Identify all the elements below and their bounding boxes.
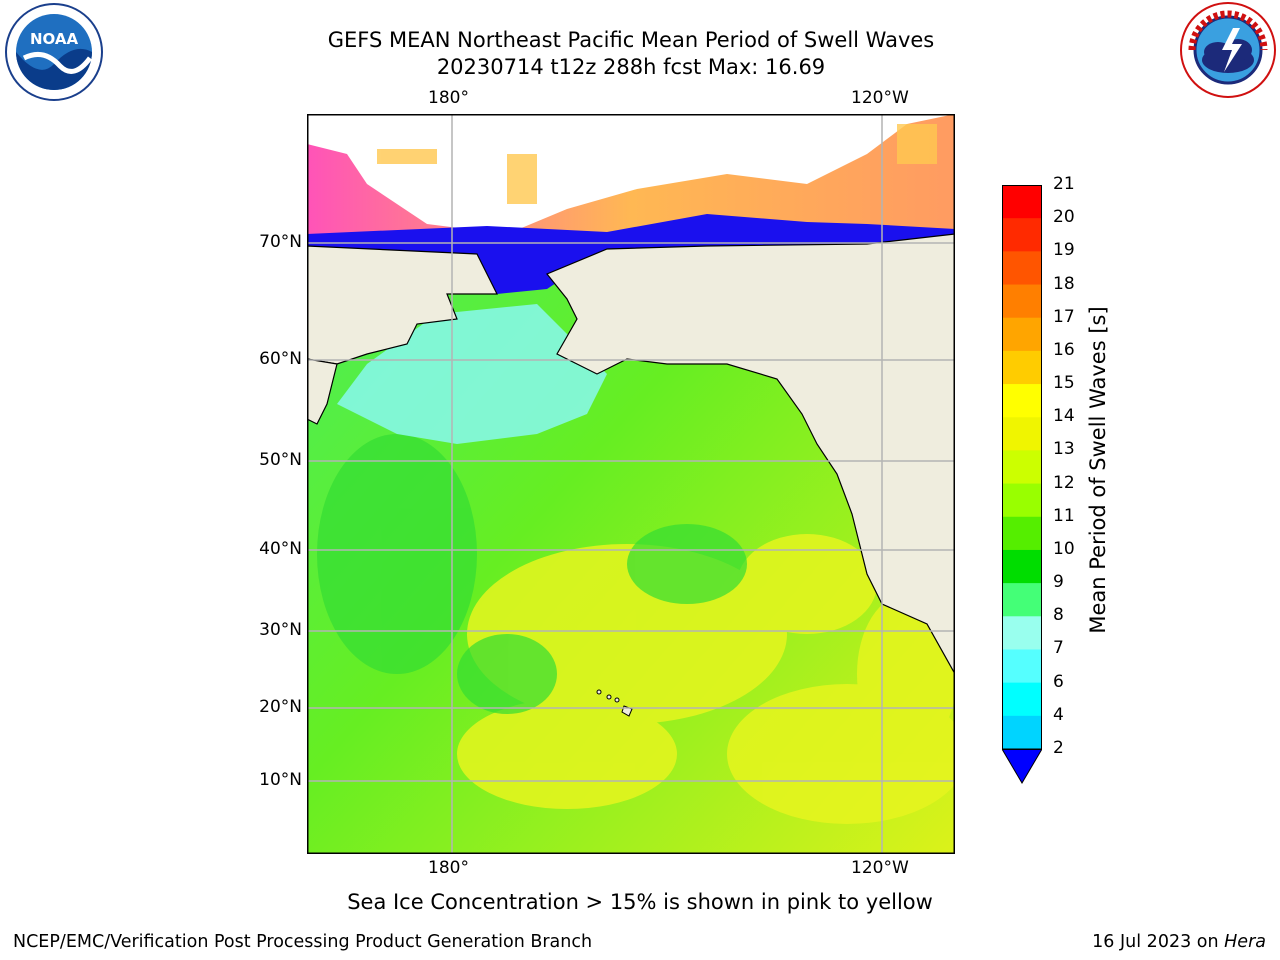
colorbar-band	[1002, 616, 1042, 650]
colorbar-label: Mean Period of Swell Waves [s]	[1086, 306, 1110, 634]
colorbar-band	[1002, 516, 1042, 551]
sea-ice-patches	[377, 124, 937, 204]
colorbar-band	[1002, 251, 1042, 286]
colorbar-tick-label: 15	[1053, 373, 1075, 394]
colorbar-tick-label: 16	[1053, 339, 1075, 360]
colorbar-tick-label: 4	[1053, 704, 1064, 725]
colorbar-tick-label: 14	[1053, 406, 1075, 427]
lon-label-bottom-120w: 120°W	[851, 858, 909, 878]
colorbar-tick-label: 13	[1053, 439, 1075, 460]
colorbar-tick-label: 21	[1053, 174, 1075, 194]
colorbar-bands	[1002, 185, 1042, 750]
colorbar-band	[1002, 317, 1042, 352]
colorbar-tick-label: 8	[1053, 605, 1064, 626]
noaa-logo: NOAA	[5, 3, 103, 101]
colorbar-band	[1002, 483, 1042, 518]
colorbar-band	[1002, 384, 1042, 418]
colorbar-band	[1002, 715, 1042, 750]
lon-label-bottom-180: 180°	[428, 858, 469, 878]
colorbar-band	[1002, 417, 1042, 451]
land-north-america	[546, 233, 955, 676]
colorbar-tick-label: 10	[1053, 538, 1075, 559]
colorbar-band	[1002, 185, 1042, 219]
short-period-swell-patches	[317, 434, 747, 714]
map-border	[307, 114, 955, 854]
nws-logo	[1180, 2, 1276, 98]
colorbar	[1002, 185, 1042, 784]
lat-label-10n: 10°N	[259, 770, 302, 790]
colorbar-tick-label: 2	[1053, 738, 1064, 758]
colorbar-tick-label: 6	[1053, 671, 1064, 692]
map-title: GEFS MEAN Northeast Pacific Mean Period …	[327, 28, 935, 52]
noaa-logo-text: NOAA	[30, 30, 79, 48]
colorbar-band	[1002, 450, 1042, 485]
colorbar-band	[1002, 284, 1042, 319]
colorbar-tick-label: 19	[1053, 240, 1075, 261]
colorbar-tick-label: 12	[1053, 472, 1075, 493]
colorbar-band	[1002, 583, 1042, 617]
sea-ice-band	[307, 114, 955, 239]
land-kamchatka	[307, 358, 338, 425]
footer-host: Hera	[1224, 932, 1266, 952]
map-panel	[307, 114, 955, 854]
lat-label-40n: 40°N	[259, 539, 302, 559]
footer-credit: NCEP/EMC/Verification Post Processing Pr…	[13, 932, 593, 952]
lat-label-60n: 60°N	[259, 349, 302, 369]
footer-date-text: 16 Jul 2023 on	[1092, 932, 1225, 952]
colorbar-tick-label: 18	[1053, 273, 1075, 294]
colorbar-tick-label: 7	[1053, 638, 1064, 659]
colorbar-extend-arrow	[1002, 748, 1042, 784]
colorbar-band	[1002, 682, 1042, 717]
colorbar-tick-label: 20	[1053, 207, 1075, 228]
lon-label-top-180: 180°	[428, 88, 469, 108]
lon-label-top-120w: 120°W	[851, 88, 909, 108]
colorbar-band	[1002, 549, 1042, 584]
colorbar-tick-label: 17	[1053, 306, 1075, 327]
lat-label-70n: 70°N	[259, 232, 302, 252]
colorbar-band	[1002, 350, 1042, 385]
lat-label-20n: 20°N	[259, 697, 302, 717]
graticule	[307, 114, 955, 854]
lat-label-50n: 50°N	[259, 450, 302, 470]
colorbar-tick-label: 11	[1053, 505, 1075, 526]
colorbar-band	[1002, 218, 1042, 252]
sea-ice-note: Sea Ice Concentration > 15% is shown in …	[347, 890, 933, 914]
map-subtitle: 20230714 t12z 288h fcst Max: 16.69	[436, 55, 826, 79]
footer-date: 16 Jul 2023 on Hera	[1092, 932, 1266, 952]
colorbar-band	[1002, 649, 1042, 684]
lat-label-30n: 30°N	[259, 620, 302, 640]
colorbar-tick-label: 9	[1053, 572, 1064, 593]
arctic-coastal-low-period	[307, 214, 955, 294]
